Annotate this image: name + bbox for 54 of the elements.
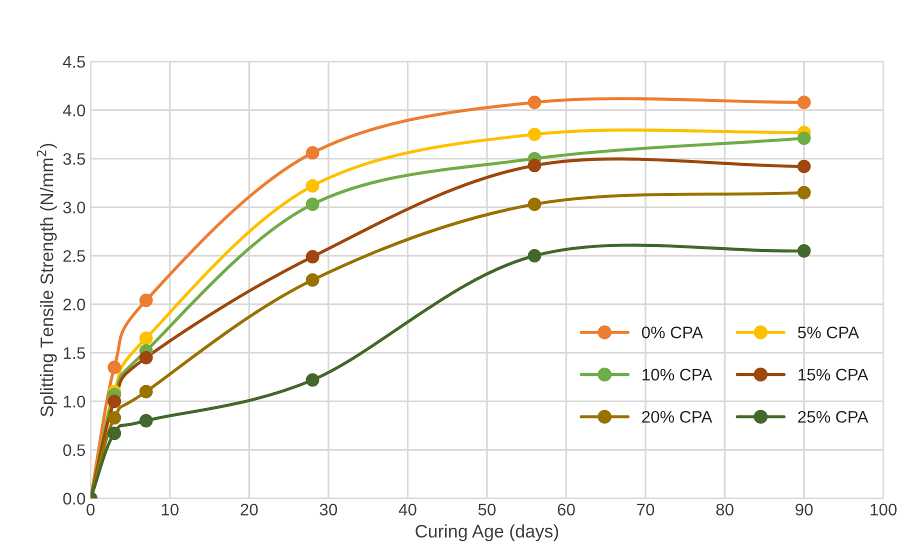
point <box>108 394 122 408</box>
x-tick-label: 10 <box>162 504 178 516</box>
y-tick-label: 2.0 <box>63 298 86 310</box>
point <box>139 332 153 345</box>
y-tick-label: 2.5 <box>63 250 86 262</box>
x-tick-label: 90 <box>796 504 813 516</box>
x-tick-label: 30 <box>320 504 338 516</box>
point <box>797 160 811 174</box>
x-tick-label: 0 <box>86 504 95 516</box>
point <box>306 146 320 160</box>
point <box>528 249 542 262</box>
point <box>797 96 811 110</box>
point <box>797 186 811 200</box>
point <box>528 198 542 211</box>
legend-label: 10% CPA <box>642 368 712 381</box>
point <box>139 294 153 308</box>
point <box>306 198 320 211</box>
point <box>306 250 320 264</box>
legend-label: 5% CPA <box>798 326 860 338</box>
legend-label: 25% CPA <box>798 410 868 423</box>
point <box>528 96 542 110</box>
x-tick-label: 80 <box>716 504 734 516</box>
x-axis-title: Curing Age (days) <box>416 524 558 542</box>
x-tick-label: 40 <box>398 504 416 516</box>
y-tick-label: 1.5 <box>64 347 86 360</box>
x-tick-label: 50 <box>478 504 496 516</box>
y-tick-label: 3.0 <box>63 202 86 214</box>
point <box>306 373 320 387</box>
point <box>139 384 153 398</box>
point <box>797 244 811 258</box>
x-tick-label: 100 <box>870 504 897 516</box>
legend-label: 15% CPA <box>798 368 868 381</box>
legend-label: 20% CPA <box>642 410 712 423</box>
point <box>306 273 320 287</box>
x-tick-label: 20 <box>240 504 258 516</box>
point <box>139 350 153 364</box>
x-tick-label: 60 <box>558 504 575 516</box>
point <box>797 132 811 145</box>
point <box>139 414 153 428</box>
y-tick-label: 3.5 <box>63 153 86 165</box>
point <box>108 426 122 440</box>
y-tick-label: 0.5 <box>63 444 86 456</box>
point <box>108 411 122 425</box>
y-tick-label: 1.0 <box>64 396 86 408</box>
y-axis-title: Splitting Tensile Strength (N/mm$^{2}$) <box>36 144 57 416</box>
point <box>108 360 122 374</box>
y-tick-label: 4.5 <box>62 56 86 68</box>
y-tick-label: 4.0 <box>62 104 86 116</box>
y-tick-label: 0.0 <box>63 492 86 505</box>
legend-label: 0% CPA <box>642 326 704 338</box>
x-tick-label: 70 <box>637 504 654 516</box>
point <box>528 158 542 172</box>
point <box>306 179 320 193</box>
point <box>528 128 542 142</box>
